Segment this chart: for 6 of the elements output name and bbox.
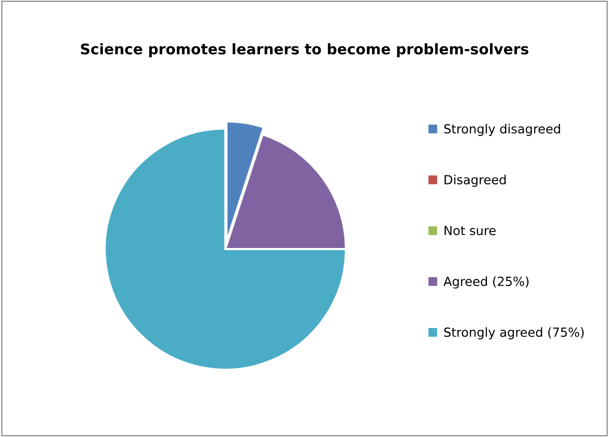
legend-label: Not sure: [444, 226, 496, 236]
legend-label: Strongly agreed (75%): [444, 327, 584, 340]
legend-label: Strongly disagreed: [444, 124, 560, 136]
legend-label: Disagreed: [444, 174, 506, 187]
legend-label: Agreed (25%): [444, 276, 529, 289]
chart-title: Science promotes learners to become problem-solvers: [81, 43, 528, 58]
